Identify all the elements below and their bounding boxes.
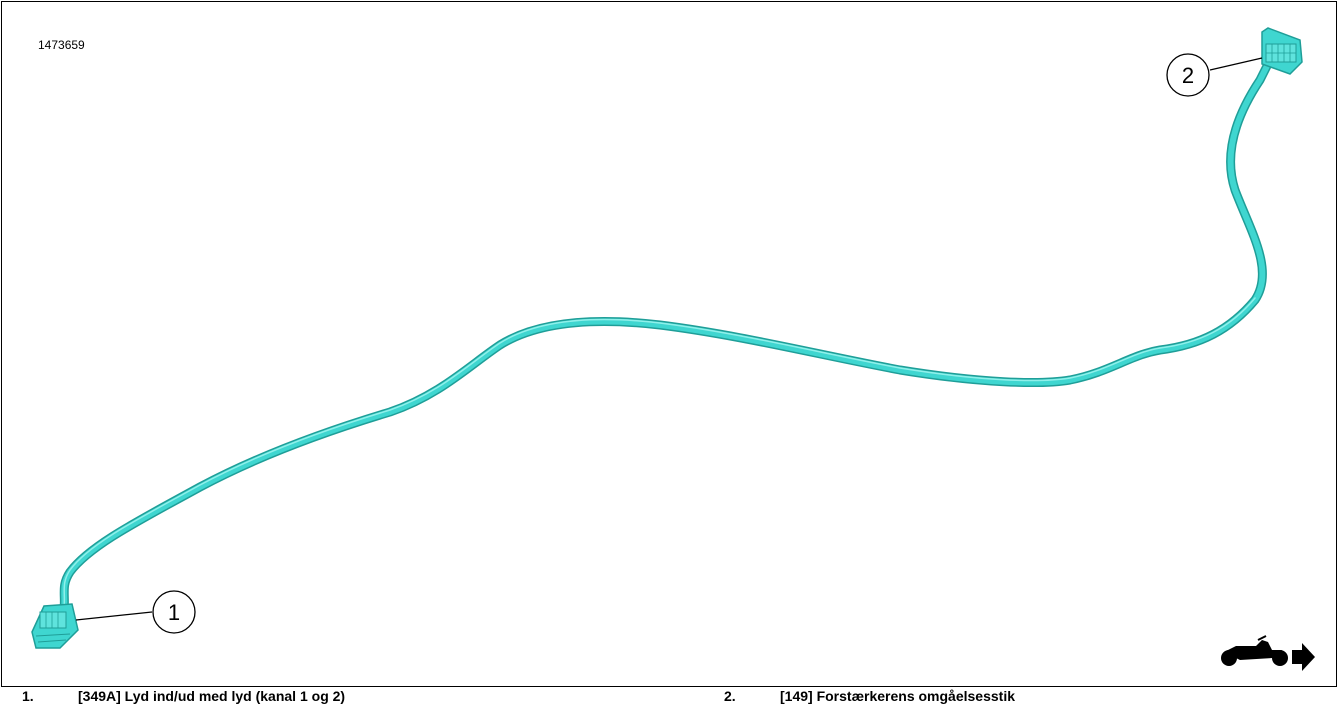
legend-item-1-number: 1.	[22, 688, 34, 704]
figure-id: 1473659	[38, 38, 85, 52]
legend-item-2: 2. [149] Forstærkerens omgåelsesstik	[724, 688, 1015, 704]
legend-item-1-text: [349A] Lyd ind/ud med lyd (kanal 1 og 2)	[78, 688, 346, 704]
callout-2: 2	[1166, 53, 1263, 97]
legend: 1. [349A] Lyd ind/ud med lyd (kanal 1 og …	[0, 688, 1340, 706]
callout-1-number: 1	[168, 600, 180, 625]
motorcycle-forward-arrow-icon	[1221, 635, 1315, 671]
connector-149	[1261, 27, 1303, 75]
legend-item-1: 1. [349A] Lyd ind/ud med lyd (kanal 1 og …	[22, 688, 345, 704]
cable-highlight	[59, 297, 1256, 624]
callout-2-number: 2	[1182, 63, 1194, 88]
figure-frame	[1, 1, 1337, 687]
cable-shadow	[55, 55, 1275, 630]
legend-item-2-number: 2.	[724, 688, 736, 704]
legend-item-2-text: [149] Forstærkerens omgåelsesstik	[780, 688, 1015, 704]
callout-1: 1	[75, 590, 196, 634]
connector-349a	[31, 603, 79, 649]
cable	[57, 57, 1273, 628]
